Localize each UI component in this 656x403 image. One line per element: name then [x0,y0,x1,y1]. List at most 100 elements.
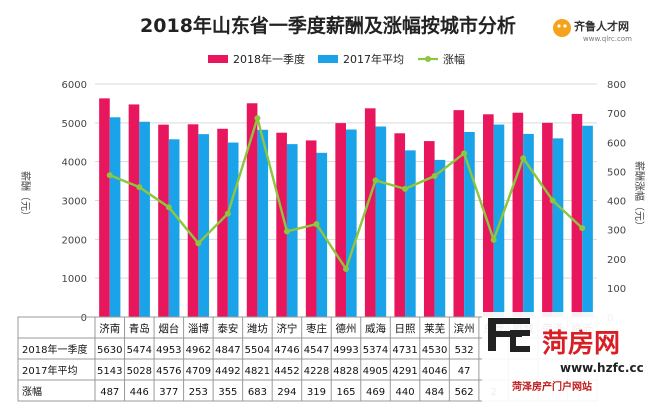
category-label: 济南 [99,322,120,335]
growth-point [136,184,143,191]
table-cell: 4291 [392,366,417,377]
growth-point [490,236,497,243]
table-cell: 4228 [304,366,329,377]
bar-2018q1 [276,132,287,317]
table-cell: 4962 [186,345,211,356]
table-cell: 165 [336,387,355,398]
bar-2018q1 [158,124,169,317]
table-cell: 4905 [363,366,388,377]
table-cell: 484 [425,387,444,398]
bar-2017avg [552,138,564,317]
bar-2018q1 [305,140,317,317]
y-tick-label: 6000 [62,80,87,91]
bar-2018q1 [453,110,465,318]
legend-label: 涨幅 [443,53,465,66]
y-tick-label: 5000 [62,119,87,130]
growth-point [106,172,113,179]
growth-point [549,197,556,204]
growth-point [283,228,290,235]
category-label: 青岛 [129,322,150,335]
bar-2017avg [346,129,357,317]
table-cell: 47 [458,366,471,377]
growth-point [195,240,202,247]
table-cell: 446 [130,387,149,398]
bar-2018q1 [128,104,140,317]
growth-line [106,113,586,272]
legend-swatch [208,55,228,63]
category-label: 潍坊 [247,322,268,335]
table-cell: 4993 [333,345,358,356]
y2-tick-label: 100 [607,284,626,295]
table-cell: 4731 [392,345,417,356]
table-cell: 294 [277,387,296,398]
table-cell: 5504 [245,345,270,356]
bar-2017avg [434,159,446,317]
growth-point [254,115,261,122]
table-cell: 377 [159,387,178,398]
legend: 2018年一季度 2017年平均 涨幅 [208,52,465,66]
y-tick-label: 1000 [62,274,87,285]
watermark-url: www.hzfc.cc [560,361,644,375]
bar-2017avg [109,117,121,317]
table-cell: 4046 [422,366,447,377]
y-tick-label: 3000 [62,197,87,208]
table-cell: 4492 [215,366,240,377]
bar-2017avg [523,133,534,317]
category-label: 济宁 [276,322,297,335]
bar-2018q1 [335,123,346,317]
table-cell: 4821 [245,366,270,377]
bar-2017avg [168,139,180,317]
watermark-name: 菏房网 [542,329,620,359]
table-cell: 4530 [422,345,447,356]
bar-2018q1 [483,114,494,317]
growth-point [431,173,438,180]
bar-2017avg [198,134,209,317]
bar-2018q1 [512,112,524,317]
table-cell: 355 [218,387,237,398]
table-cell: 683 [248,387,267,398]
growth-point [461,150,468,157]
table-cell: 5474 [127,345,152,356]
growth-point [313,221,320,228]
table-cell: 4746 [274,345,299,356]
growth-point [579,225,586,232]
legend-label: 2017年平均 [343,52,404,66]
legend-marker [425,56,431,62]
y2-tick-label: 700 [607,109,626,120]
category-label: 泰安 [217,322,238,335]
growth-point [520,155,527,162]
table-cell: 4452 [274,366,299,377]
y-tick-label: 4000 [62,158,87,169]
growth-point [372,177,379,184]
y2-tick-label: 300 [607,226,626,237]
bar-2017avg [405,150,416,317]
growth-point [343,265,349,272]
table-cell: 4576 [156,366,181,377]
bar-2018q1 [571,113,583,317]
table-cell: 4709 [186,366,211,377]
y2-tick-label: 200 [607,255,626,266]
y2-tick-label: 600 [607,138,626,149]
table-row-label: 2017年平均 [22,364,77,377]
y2-tick-label: 500 [607,167,626,178]
bar-2017avg [316,152,328,317]
growth-point [165,204,172,211]
table-cell: 5143 [97,366,122,377]
table-cell: 4828 [333,366,358,377]
y2-axis-label: 薪酬涨幅（元） [633,161,646,231]
bar-2017avg [139,121,150,317]
category-label: 德州 [336,322,357,335]
table-cell: 532 [455,345,474,356]
table-cell: 253 [189,387,208,398]
table-cell: 4847 [215,345,240,356]
bar-2018q1 [246,103,258,318]
category-label: 枣庄 [306,322,327,335]
table-cell: 469 [366,387,385,398]
left-axis: 0 1000 2000 3000 4000 5000 6000 [62,80,87,324]
logo-brand-text: 齐鲁人才网 [574,19,629,33]
table-cell: 440 [396,387,415,398]
brand-logo: 齐鲁人才网 www.qlrc.com [553,19,632,43]
bar-2018q1 [423,141,435,317]
bar-2018q1 [542,122,553,317]
